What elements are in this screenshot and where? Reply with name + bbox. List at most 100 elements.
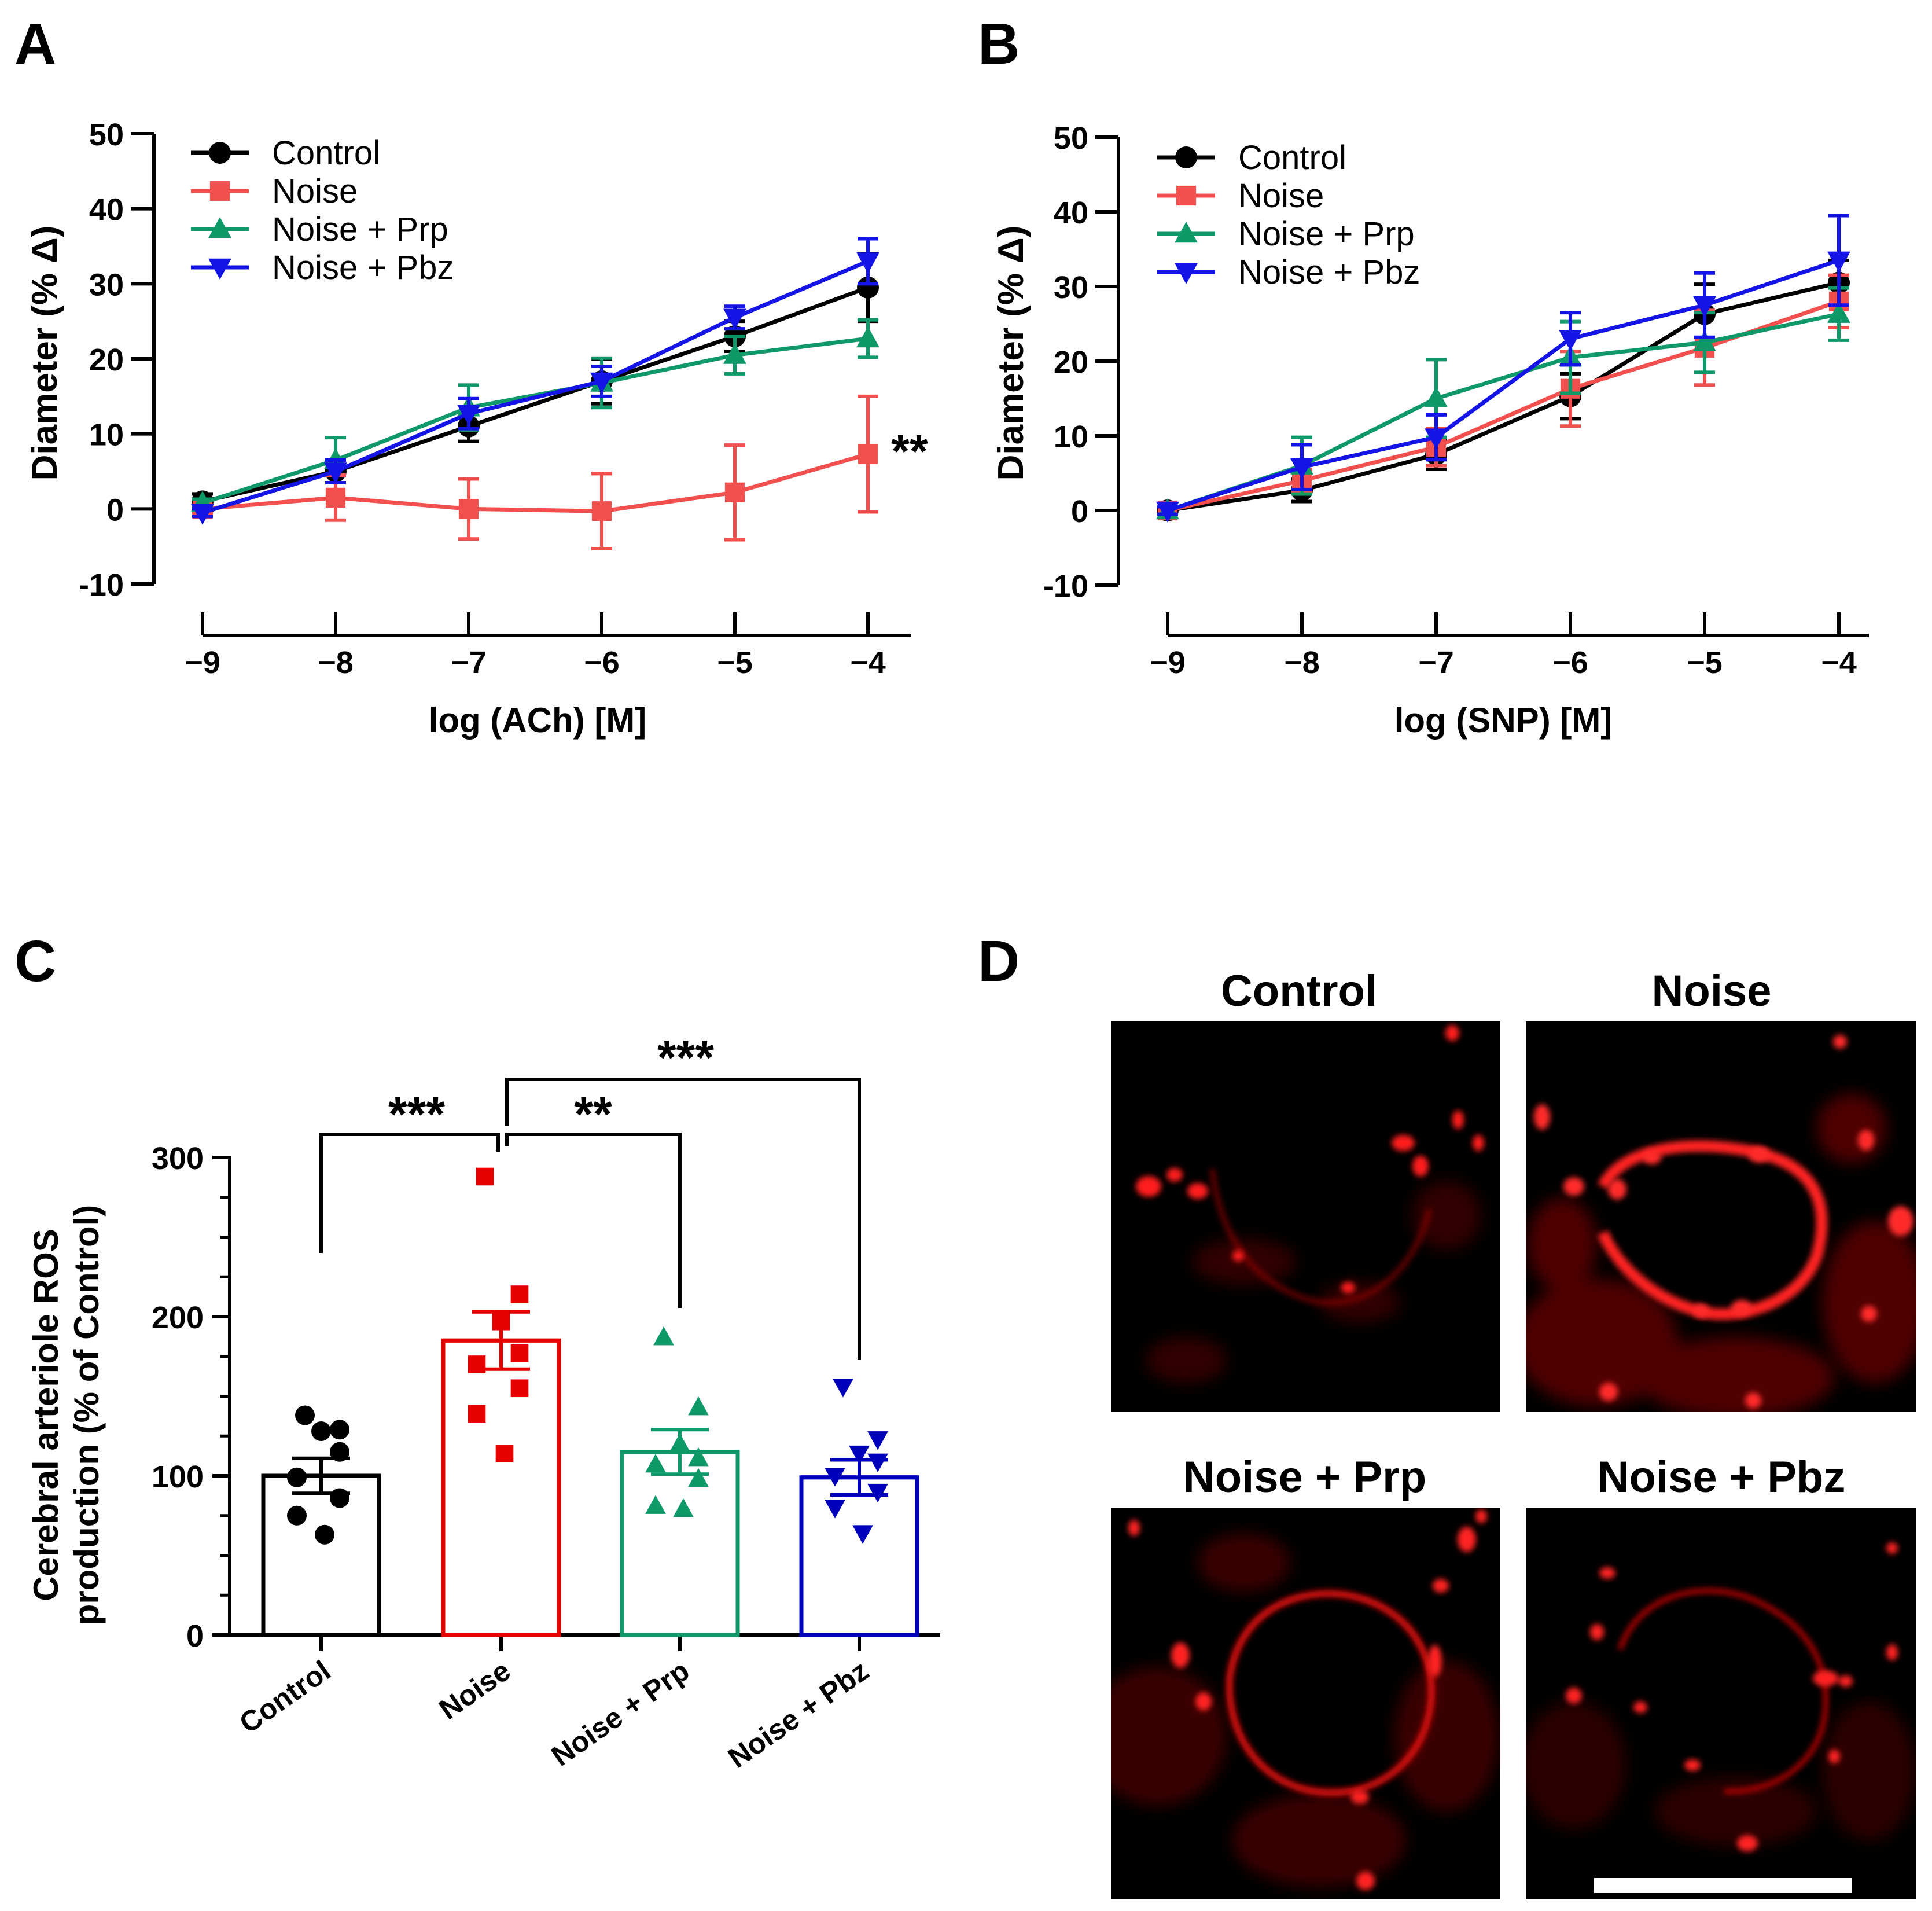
y-tick-label: 10 bbox=[89, 418, 124, 453]
x-tick-label: −9 bbox=[185, 645, 220, 680]
legend-marker bbox=[208, 258, 231, 280]
image-title-noise-pbz: Noise + Pbz bbox=[1598, 1453, 1846, 1502]
y-tick-label: 100 bbox=[152, 1460, 204, 1494]
data-point bbox=[723, 343, 746, 364]
data-point bbox=[723, 308, 746, 330]
data-point bbox=[330, 1488, 349, 1508]
image-control bbox=[1111, 1021, 1500, 1412]
legend-label: Control bbox=[272, 134, 380, 172]
series-line bbox=[201, 259, 869, 515]
image-noise-pbz bbox=[1526, 1508, 1916, 1899]
series-noise-prp bbox=[1156, 286, 1850, 520]
data-point bbox=[858, 444, 878, 464]
x-tick-label: −5 bbox=[717, 645, 753, 680]
y-tick-label: 30 bbox=[1054, 270, 1088, 305]
x-tick-label: −6 bbox=[1552, 645, 1588, 680]
bar-group-control bbox=[261, 1405, 381, 1637]
x-tick-label: −7 bbox=[451, 645, 487, 680]
bar-group-noise-pbz bbox=[799, 1379, 919, 1637]
legend-item: Noise + Prp bbox=[191, 211, 448, 248]
legend-marker bbox=[1175, 146, 1197, 168]
panel-letter-d: D bbox=[978, 929, 1020, 994]
legend-item: Control bbox=[191, 134, 380, 172]
x-axis-label-snp: log (SNP) [M] bbox=[1394, 701, 1613, 740]
y-tick-label: 0 bbox=[1071, 494, 1088, 529]
panel-letter-c: C bbox=[14, 929, 56, 994]
microscopy-images: Control Noise Noise + Prp Noise + Pbz bbox=[1111, 966, 1916, 1899]
data-point bbox=[1425, 428, 1448, 450]
series-line bbox=[202, 452, 869, 513]
legend-item: Noise bbox=[191, 172, 358, 210]
data-point bbox=[645, 1495, 666, 1514]
data-point bbox=[311, 1421, 331, 1441]
x-tick-label: −8 bbox=[318, 645, 354, 680]
x-tick-label: −6 bbox=[584, 645, 620, 680]
data-point bbox=[591, 501, 612, 521]
panel-letter-a: A bbox=[14, 12, 56, 76]
x-tick-label: −8 bbox=[1284, 645, 1320, 680]
data-point bbox=[1827, 251, 1850, 273]
series-layer-snp bbox=[1156, 214, 1850, 523]
bar bbox=[799, 1475, 919, 1637]
data-point bbox=[857, 276, 879, 299]
series-line bbox=[201, 336, 869, 505]
x-tick-label: −4 bbox=[850, 645, 886, 680]
data-point bbox=[325, 487, 346, 508]
series-line bbox=[1166, 258, 1840, 513]
bracket-line bbox=[505, 1078, 861, 1360]
data-point bbox=[495, 1445, 514, 1462]
y-tick-label: 20 bbox=[89, 343, 124, 377]
data-point bbox=[458, 499, 479, 519]
significance-bracket: *** bbox=[505, 1030, 861, 1360]
data-point bbox=[1693, 330, 1716, 351]
legend-marker bbox=[1175, 263, 1198, 284]
legend-item: Control bbox=[1157, 139, 1346, 177]
legend-label: Noise + Prp bbox=[272, 211, 448, 248]
data-point bbox=[833, 1379, 853, 1398]
y-tick-label: 40 bbox=[1054, 196, 1088, 230]
data-point bbox=[856, 326, 879, 348]
y-tick-label: 0 bbox=[106, 493, 124, 527]
legend-label: Noise + Prp bbox=[1238, 215, 1415, 253]
series-line bbox=[1166, 312, 1839, 513]
legend-marker bbox=[208, 217, 231, 238]
series-noise-pbz bbox=[191, 237, 879, 525]
y-axis-label-ach: Diameter (% Δ) bbox=[25, 226, 65, 481]
y-tick-label: 50 bbox=[1054, 121, 1088, 156]
data-point bbox=[1290, 458, 1313, 480]
data-point bbox=[1156, 501, 1179, 523]
data-point bbox=[688, 1468, 709, 1487]
data-point bbox=[1425, 386, 1448, 407]
data-point bbox=[457, 405, 480, 426]
data-point bbox=[1559, 330, 1582, 351]
scale-bar bbox=[1594, 1878, 1852, 1893]
y-axis-label-ros-line1: Cerebral arteriole ROS bbox=[27, 1229, 65, 1601]
significance-label: *** bbox=[388, 1087, 445, 1141]
image-noise bbox=[1526, 1021, 1916, 1412]
data-point bbox=[287, 1505, 307, 1526]
data-point bbox=[191, 504, 214, 525]
axes-ros: 0 100 200 300 Control Noise Noise + Prp Noise +… bbox=[152, 1141, 940, 1774]
data-point bbox=[645, 1454, 666, 1473]
y-tick-label: 10 bbox=[1054, 420, 1088, 454]
legend-label: Noise bbox=[1238, 177, 1324, 215]
image-title-noise-prp: Noise + Prp bbox=[1183, 1453, 1426, 1502]
x-tick-label: −7 bbox=[1418, 645, 1454, 680]
data-point bbox=[849, 1445, 870, 1465]
data-point bbox=[510, 1379, 529, 1398]
data-point bbox=[856, 252, 879, 274]
significance-bracket: ** bbox=[505, 1087, 682, 1308]
data-point bbox=[330, 1420, 349, 1440]
image-title-noise: Noise bbox=[1652, 966, 1772, 1016]
bracket-line bbox=[319, 1133, 500, 1253]
panel-letter-b: B bbox=[978, 12, 1020, 76]
data-point bbox=[867, 1431, 888, 1450]
bar bbox=[620, 1450, 740, 1637]
series-line bbox=[1167, 281, 1839, 513]
y-tick-label: 0 bbox=[186, 1619, 204, 1653]
data-point bbox=[1827, 302, 1850, 323]
y-tick-label: 50 bbox=[89, 117, 124, 152]
y-tick-label: 200 bbox=[152, 1300, 204, 1335]
